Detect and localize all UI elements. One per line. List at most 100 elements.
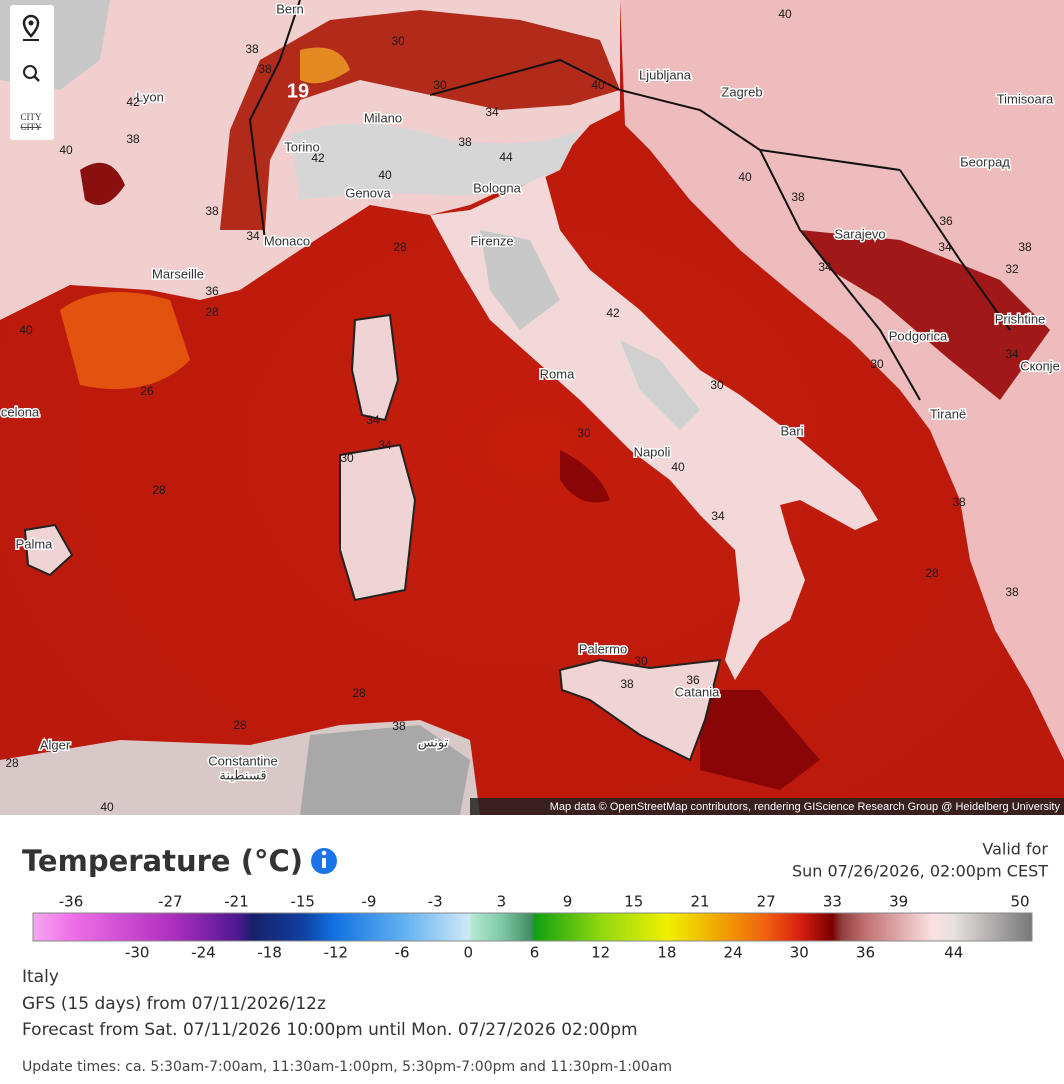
colorbar-tick-label: 18 <box>657 944 676 962</box>
pin-icon <box>22 14 40 38</box>
po-valley <box>290 123 580 200</box>
attribution-bg <box>470 798 1064 815</box>
city: Constantine <box>208 753 277 768</box>
region: Italy <box>22 967 59 987</box>
contour-label: 19 <box>287 80 309 102</box>
contour-label: 38 <box>1005 585 1019 599</box>
colorbar-tick-label: -12 <box>324 944 349 962</box>
city: Београд <box>960 154 1010 169</box>
cities: Bern Lyon Torino Milano Ljubljana Zagreb… <box>0 0 1061 784</box>
contour-label: 34 <box>378 438 392 452</box>
contour-label: 30 <box>340 451 354 465</box>
city: Lyon <box>136 89 164 104</box>
city: Bologna <box>473 180 521 195</box>
contour-label: 30 <box>391 34 405 48</box>
locate-button[interactable] <box>22 14 40 41</box>
apennines <box>620 340 700 430</box>
city: Bern <box>276 1 303 16</box>
city: Firenze <box>470 233 513 248</box>
colorbar-tick-label: 3 <box>497 893 507 911</box>
city: Ljubljana <box>639 67 692 82</box>
contour-label: 40 <box>59 143 73 157</box>
colorbar-tick-label: -3 <box>428 893 443 911</box>
city: celona <box>1 404 40 419</box>
city-label-off: CITY <box>21 122 42 132</box>
city: Palermo <box>579 641 627 656</box>
contour-label: 26 <box>140 384 154 398</box>
colorbar-tick-label: -6 <box>395 944 410 962</box>
contour-label: 28 <box>925 566 939 580</box>
city: Timisoara <box>997 91 1054 106</box>
city: Milano <box>364 110 402 125</box>
contour-label: 28 <box>233 718 247 732</box>
colorbar-tick-label: 39 <box>889 893 908 911</box>
colorbar-tick-label: -36 <box>59 893 84 911</box>
contour-label: 34 <box>366 413 380 427</box>
mallorca <box>23 523 74 577</box>
contour-label: 34 <box>711 509 725 523</box>
north-africa-grey <box>300 725 470 815</box>
city: Monaco <box>264 233 310 248</box>
alps-warm <box>300 47 350 84</box>
colorbar-tick-label: 33 <box>823 893 842 911</box>
contour-label: 28 <box>352 686 366 700</box>
contour-label: 30 <box>710 378 724 392</box>
city: Zagreb <box>721 84 762 99</box>
contour-label: 36 <box>939 214 953 228</box>
colorbar-tick-label: 9 <box>563 893 573 911</box>
city: Palma <box>16 536 54 551</box>
zoom-button[interactable] <box>23 65 40 82</box>
contour-label: 38 <box>1018 240 1032 254</box>
city: Marseille <box>152 266 204 281</box>
colorbar <box>32 912 1033 942</box>
pin-dot <box>28 20 34 26</box>
warm-sea-patch <box>60 292 190 390</box>
city: قسنطينة <box>219 767 266 782</box>
city: Catania <box>675 684 721 699</box>
contour-label: 40 <box>671 460 685 474</box>
contour-label: 40 <box>100 800 114 814</box>
colorbar-tick-label: -24 <box>191 944 216 962</box>
contour-label: 30 <box>577 426 591 440</box>
contour-label: 40 <box>19 323 33 337</box>
sea-patch <box>560 450 610 503</box>
contour-label: 38 <box>258 62 272 76</box>
contour-label: 38 <box>952 495 966 509</box>
colorbar-tick-label: 15 <box>624 893 643 911</box>
legend: Temperature (°C) Valid for Sun 07/26/202… <box>22 840 1048 1076</box>
balkans-hot <box>800 230 1050 400</box>
colorbar-tick-label: 0 <box>463 944 473 962</box>
toolbar-bg <box>10 5 54 140</box>
contour-labels: 40 38 38 19 30 30 34 38 44 40 42 38 40 42 40 40 38 38 34 28… <box>5 7 1032 814</box>
contour-label: 40 <box>738 170 752 184</box>
map: Map data © OpenStreetMap contributors, r… <box>0 0 1064 815</box>
land-hot <box>80 162 125 205</box>
colorbar-tick-label: -30 <box>125 944 150 962</box>
zoom-icon <box>23 65 37 79</box>
colorbar-tick-label: -15 <box>290 893 315 911</box>
colorbar-tick-label: 30 <box>790 944 809 962</box>
valid-label: Valid for <box>982 840 1048 859</box>
colorbar-tick-label: 50 <box>1010 893 1029 911</box>
colorbar-tick-label: 6 <box>530 944 540 962</box>
model: GFS (15 days) from 07/11/2026/12z <box>22 994 326 1014</box>
info-button[interactable] <box>311 848 337 874</box>
city: Napoli <box>634 444 671 459</box>
city: Genova <box>345 185 391 200</box>
contour-label: 28 <box>152 483 166 497</box>
city-label: CITY <box>21 112 42 122</box>
city-toggle[interactable]: CITY CITY <box>21 112 42 132</box>
colorbar-ticks: -36 -27 -21 -15 -9 -3 3 9 15 21 27 33 39 50-30 -24 -18-… <box>59 893 1030 962</box>
contour-label: 34 <box>818 260 832 274</box>
colorbar-tick-label: -21 <box>224 893 249 911</box>
attribution: Map data © OpenStreetMap contributors, r… <box>550 801 1061 813</box>
contour-label: 38 <box>126 132 140 146</box>
contour-label: 28 <box>5 756 19 770</box>
sea-patch <box>700 690 820 790</box>
update-times: Update times: ca. 5:30am-7:00am, 11:30am… <box>22 1059 672 1075</box>
forecast-range: Forecast from Sat. 07/11/2026 10:00pm un… <box>22 1020 638 1040</box>
valid-time: Sun 07/26/2026, 02:00pm CEST <box>792 862 1048 881</box>
apennines <box>480 230 560 330</box>
colorbar-tick-label: -9 <box>361 893 376 911</box>
